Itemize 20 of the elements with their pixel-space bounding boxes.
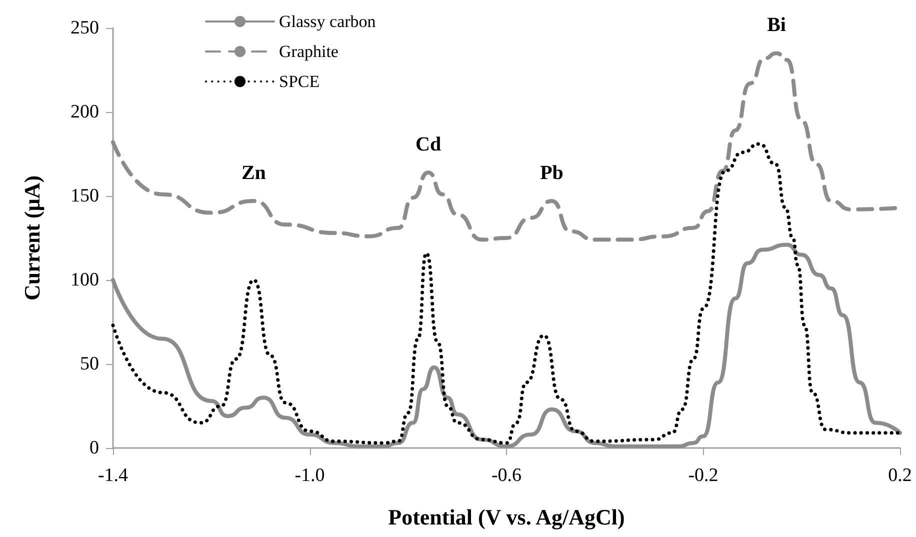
y-tick-label: 0 [90,438,99,458]
y-tick-label: 200 [70,102,99,122]
x-tick-label: -0.2 [688,465,718,486]
x-tick-label: -0.6 [491,465,522,486]
y-tick-label: 250 [70,18,99,38]
legend-label: Graphite [279,42,338,61]
y-tick-label: 50 [80,354,99,374]
x-tick-label: -1.0 [294,465,325,486]
x-axis-title: Potential (V vs. Ag/AgCl) [388,504,625,530]
y-tick-label: 150 [70,186,99,206]
x-tick-label: 0.2 [888,465,912,486]
y-axis-title: Current (μA) [20,175,44,301]
annotation: Pb [540,162,564,184]
annotation: Bi [767,14,786,36]
annotation: Cd [416,133,442,156]
x-tick-label: -1.4 [98,465,129,486]
annotation: Zn [241,162,266,184]
legend-label: SPCE [279,72,320,91]
legend-label: Glassy carbon [279,12,376,31]
y-tick-label: 100 [70,270,99,290]
